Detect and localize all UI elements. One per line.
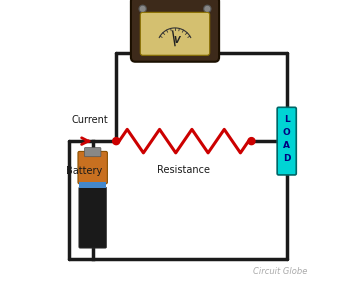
FancyBboxPatch shape xyxy=(78,151,107,184)
Circle shape xyxy=(140,6,145,11)
FancyBboxPatch shape xyxy=(140,12,210,55)
Text: Resistance: Resistance xyxy=(157,165,210,175)
Circle shape xyxy=(204,5,211,12)
FancyBboxPatch shape xyxy=(79,187,106,248)
Circle shape xyxy=(139,5,146,12)
Circle shape xyxy=(205,6,210,11)
Text: Voltmeter: Voltmeter xyxy=(138,9,212,24)
Text: L: L xyxy=(284,115,289,123)
Bar xyxy=(79,182,106,188)
Text: Battery: Battery xyxy=(66,166,103,176)
FancyBboxPatch shape xyxy=(277,107,296,175)
FancyBboxPatch shape xyxy=(84,148,101,157)
FancyBboxPatch shape xyxy=(131,0,219,62)
Text: V: V xyxy=(173,36,180,45)
Text: Circuit Globe: Circuit Globe xyxy=(253,267,307,276)
Text: O: O xyxy=(283,128,290,137)
Circle shape xyxy=(248,138,255,145)
Circle shape xyxy=(113,138,120,145)
Text: A: A xyxy=(283,141,290,150)
Text: D: D xyxy=(283,154,290,163)
Text: Current: Current xyxy=(71,115,108,125)
